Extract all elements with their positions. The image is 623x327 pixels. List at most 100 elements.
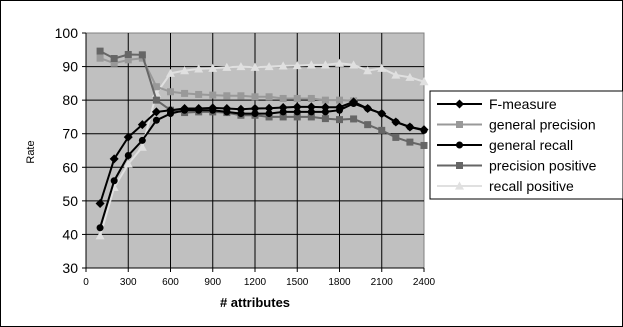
data-point [349, 60, 359, 69]
data-point [123, 159, 133, 168]
legend-marker [456, 141, 463, 149]
data-point [194, 64, 204, 73]
data-point [152, 96, 160, 104]
data-point [335, 102, 344, 112]
legend-marker [456, 162, 463, 169]
data-point [378, 126, 386, 134]
legend: F-measure general precision general recall… [429, 90, 623, 200]
legend-marker [456, 121, 463, 128]
x-tick-label: 900 [204, 277, 221, 288]
data-point [194, 104, 204, 114]
data-point [181, 89, 189, 97]
data-point [151, 107, 161, 117]
x-axis-title: # attributes [220, 295, 290, 310]
data-point [123, 132, 133, 142]
legend-label: F-measure [489, 96, 557, 112]
data-point [222, 104, 232, 114]
data-point [95, 231, 105, 240]
data-point [110, 59, 118, 67]
data-point [350, 115, 358, 123]
data-point [335, 58, 344, 67]
y-tick-label: 90 [62, 59, 78, 75]
data-point [306, 102, 316, 112]
x-tick-label: 1800 [328, 277, 351, 288]
y-tick-label: 100 [55, 25, 79, 41]
data-point [278, 61, 288, 70]
data-point [265, 93, 273, 101]
data-point [236, 104, 246, 114]
y-tick-label: 30 [62, 260, 78, 276]
data-point [293, 108, 301, 116]
legend-marker [455, 181, 464, 190]
x-tick-label: 600 [162, 277, 179, 288]
legend-item-recall-positive: recall positive [437, 178, 574, 194]
data-point [363, 104, 373, 114]
series-f-measure [95, 97, 429, 209]
data-point [138, 51, 146, 59]
data-point [420, 141, 428, 149]
data-point [405, 72, 415, 81]
x-tick-label: 2100 [371, 277, 394, 288]
legend-item-precision-positive: precision positive [437, 158, 597, 174]
data-point [250, 62, 260, 71]
legend-item-general-precision: general precision [437, 117, 596, 133]
data-point [110, 55, 118, 63]
data-point [195, 90, 203, 98]
data-point [279, 94, 287, 102]
y-tick-label: 60 [62, 159, 78, 175]
data-point [419, 125, 429, 135]
data-point [405, 122, 415, 132]
data-point [124, 152, 132, 160]
data-point [137, 142, 147, 151]
data-point [208, 63, 218, 72]
data-point [166, 105, 175, 115]
data-point [419, 77, 429, 86]
data-point [124, 56, 132, 64]
data-point [180, 66, 190, 75]
data-point [292, 102, 302, 112]
series-lines [95, 47, 429, 240]
data-point [307, 94, 315, 102]
data-point [96, 54, 104, 62]
data-point [96, 224, 104, 232]
data-point [307, 108, 315, 116]
x-tick-label: 1200 [244, 277, 267, 288]
data-point [406, 138, 414, 146]
legend-label: general recall [489, 137, 573, 153]
legend-label: recall positive [489, 178, 574, 194]
data-point [392, 133, 400, 141]
legend-label: precision positive [489, 158, 597, 174]
data-point [264, 103, 274, 113]
data-point [209, 91, 217, 99]
legend-item-general-recall: general recall [437, 137, 573, 153]
data-point [95, 199, 105, 209]
axes: 30 40 50 60 70 80 90 100 0 300 600 900 1200 1500 1800 2… [55, 25, 436, 288]
y-tick-label: 40 [62, 226, 78, 242]
legend-label: general precision [489, 117, 596, 133]
data-point [306, 60, 316, 69]
data-point [265, 110, 273, 118]
data-point [137, 120, 147, 130]
gridlines [86, 33, 424, 268]
data-point [237, 92, 245, 100]
data-point [264, 62, 274, 71]
legend-item-f-measure: F-measure [437, 96, 557, 112]
data-point [293, 113, 301, 121]
data-point [349, 97, 359, 107]
data-point [293, 94, 301, 102]
data-point [336, 116, 343, 124]
data-point [222, 62, 232, 71]
data-point [321, 96, 329, 104]
data-point [166, 68, 175, 77]
data-point [180, 104, 190, 114]
y-tick-label: 70 [62, 126, 78, 142]
data-point [251, 93, 259, 101]
data-point [292, 61, 302, 70]
y-tick-label: 80 [62, 92, 78, 108]
data-point [109, 154, 119, 164]
data-point [377, 109, 387, 119]
data-point [321, 108, 329, 116]
data-point [336, 96, 343, 104]
